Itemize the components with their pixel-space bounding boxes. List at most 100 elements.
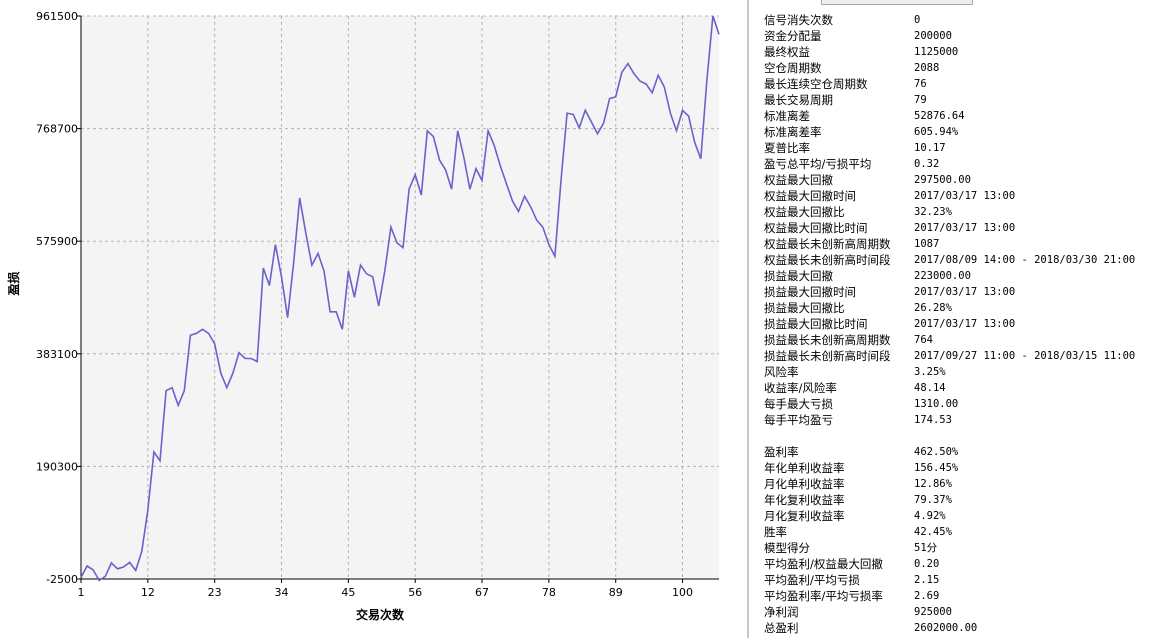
stat-value: 2017/03/17 13:00 — [914, 318, 1016, 330]
stat-label: 最长交易周期 — [764, 93, 833, 107]
stat-row: 每手平均盈亏 174.53 — [749, 412, 1158, 428]
stat-value: 2088 — [914, 62, 940, 74]
stat-value: 925000 — [914, 606, 952, 618]
stats-list: 信号消失次数 0 资金分配量 200000 最终权益 1125000 空仓周期数 2088 最长… — [749, 12, 1158, 636]
stat-label: 平均盈利/平均亏损 — [764, 573, 860, 587]
stat-label: 资金分配量 — [764, 29, 822, 43]
stat-row: 模型得分 51分 — [749, 540, 1158, 556]
stat-value: 76 — [914, 78, 927, 90]
stat-row: 盈亏总平均/亏损平均 0.32 — [749, 156, 1158, 172]
stat-label: 每手最大亏损 — [764, 397, 833, 411]
stat-value: 2.15 — [914, 574, 940, 586]
stat-label: 月化单利收益率 — [764, 477, 845, 491]
plot-background — [81, 16, 719, 579]
y-tick-label: 383100 — [36, 348, 78, 361]
axes — [80, 16, 719, 580]
stat-label: 权益最长未创新高时间段 — [764, 253, 891, 267]
stat-value: 223000.00 — [914, 270, 971, 282]
stat-value: 2602000.00 — [914, 622, 978, 634]
stat-label: 每手平均盈亏 — [764, 413, 833, 427]
stat-label: 胜率 — [764, 525, 787, 539]
stat-row: 总盈利 2602000.00 — [749, 620, 1158, 636]
stat-row: 损益最大回撤 223000.00 — [749, 268, 1158, 284]
stat-label: 损益最长未创新高周期数 — [764, 333, 891, 347]
stat-value: 42.45% — [914, 526, 952, 538]
stat-value: 2017/09/27 11:00 - 2018/03/15 11:00 — [914, 350, 1136, 362]
stat-label: 空仓周期数 — [764, 61, 822, 75]
stat-row: 最终权益 1125000 — [749, 44, 1158, 60]
stat-row: 损益最长未创新高周期数 764 — [749, 332, 1158, 348]
stat-label: 权益最大回撤时间 — [764, 189, 856, 203]
stat-label: 权益最大回撤 — [764, 173, 833, 187]
stat-row: 收益率/风险率 48.14 — [749, 380, 1158, 396]
panel-divider[interactable] — [747, 0, 749, 638]
stat-value: 1310.00 — [914, 398, 959, 410]
y-tick-label: 575900 — [36, 235, 78, 248]
stat-label: 净利润 — [764, 605, 799, 619]
stat-row: 平均盈利/权益最大回撤 0.20 — [749, 556, 1158, 572]
stat-value: 2017/03/17 13:00 — [914, 222, 1016, 234]
stat-row: 权益最长未创新高时间段 2017/08/09 14:00 - 2018/03/30… — [749, 252, 1158, 268]
stat-row: 权益最大回撤时间 2017/03/17 13:00 — [749, 188, 1158, 204]
stat-value: 79 — [914, 94, 927, 106]
x-tick-label: 78 — [542, 586, 556, 599]
equity-chart-svg: -2500 190300 383100 575900 768700 961500 1 12 2… — [6, 10, 720, 622]
stat-row: 年化单利收益率 156.45% — [749, 460, 1158, 476]
stat-label: 最长连续空仓周期数 — [764, 77, 868, 91]
stat-label: 损益最大回撤 — [764, 269, 833, 283]
stat-row: 损益最大回撤比时间 2017/03/17 13:00 — [749, 316, 1158, 332]
stat-label: 信号消失次数 — [764, 13, 833, 27]
y-tick-label: 961500 — [36, 10, 78, 23]
stat-row: 每手最大亏损 1310.00 — [749, 396, 1158, 412]
x-tick-label: 89 — [609, 586, 623, 599]
stat-value: 1087 — [914, 238, 940, 250]
panel-header-tab[interactable] — [821, 0, 973, 5]
stat-value: 48.14 — [914, 382, 946, 394]
stat-value: 12.86% — [914, 478, 952, 490]
stat-value: 52876.64 — [914, 110, 965, 122]
stat-row: 损益最大回撤时间 2017/03/17 13:00 — [749, 284, 1158, 300]
stat-row: 最长连续空仓周期数 76 — [749, 76, 1158, 92]
series-line — [80, 15, 720, 582]
stat-value: 51分 — [914, 542, 938, 554]
x-tick-label: 23 — [208, 586, 222, 599]
stat-row: 损益最长未创新高时间段 2017/09/27 11:00 - 2018/03/15… — [749, 348, 1158, 364]
stat-label: 平均盈利率/平均亏损率 — [764, 589, 883, 603]
equity-chart: -2500 190300 383100 575900 768700 961500 1 12 2… — [6, 10, 720, 622]
stat-row: 标准离差率 605.94% — [749, 124, 1158, 140]
stat-label: 月化复利收益率 — [764, 509, 845, 523]
stat-value: 79.37% — [914, 494, 952, 506]
stat-value: 1125000 — [914, 46, 959, 58]
stat-label: 模型得分 — [764, 541, 810, 555]
stat-row: 标准离差 52876.64 — [749, 108, 1158, 124]
stat-value: 0 — [914, 14, 921, 26]
stat-value: 2017/03/17 13:00 — [914, 286, 1016, 298]
stat-label: 标准离差 — [764, 109, 810, 123]
stat-value: 4.92% — [914, 510, 946, 522]
x-tick-label: 100 — [672, 586, 693, 599]
stat-label: 最终权益 — [764, 45, 810, 59]
stat-label: 权益最大回撤比 — [764, 205, 845, 219]
stat-value: 156.45% — [914, 462, 959, 474]
y-axis-title: 盈损 — [6, 271, 21, 296]
stat-label: 盈利率 — [764, 445, 799, 459]
stat-label: 权益最大回撤比时间 — [764, 221, 868, 235]
stat-value: 26.28% — [914, 302, 952, 314]
stat-row: 夏普比率 10.17 — [749, 140, 1158, 156]
stat-row: 资金分配量 200000 — [749, 28, 1158, 44]
stat-label: 年化单利收益率 — [764, 461, 845, 475]
stat-row: 信号消失次数 0 — [749, 12, 1158, 28]
stat-value: 764 — [914, 334, 933, 346]
stat-value: 0.32 — [914, 158, 940, 170]
x-tick-label: 1 — [78, 586, 85, 599]
y-axis-ticks: -2500 190300 383100 575900 768700 961500 — [36, 10, 81, 586]
stat-row: 权益最大回撤 297500.00 — [749, 172, 1158, 188]
stat-label: 总盈利 — [764, 621, 799, 635]
stat-value: 297500.00 — [914, 174, 971, 186]
stat-value: 2.69 — [914, 590, 940, 602]
x-axis-ticks: 1 12 23 34 45 56 67 78 89 100 — [78, 579, 693, 599]
x-tick-label: 34 — [275, 586, 289, 599]
stat-label: 年化复利收益率 — [764, 493, 845, 507]
stat-label: 收益率/风险率 — [764, 381, 837, 395]
stat-value: 3.25% — [914, 366, 946, 378]
